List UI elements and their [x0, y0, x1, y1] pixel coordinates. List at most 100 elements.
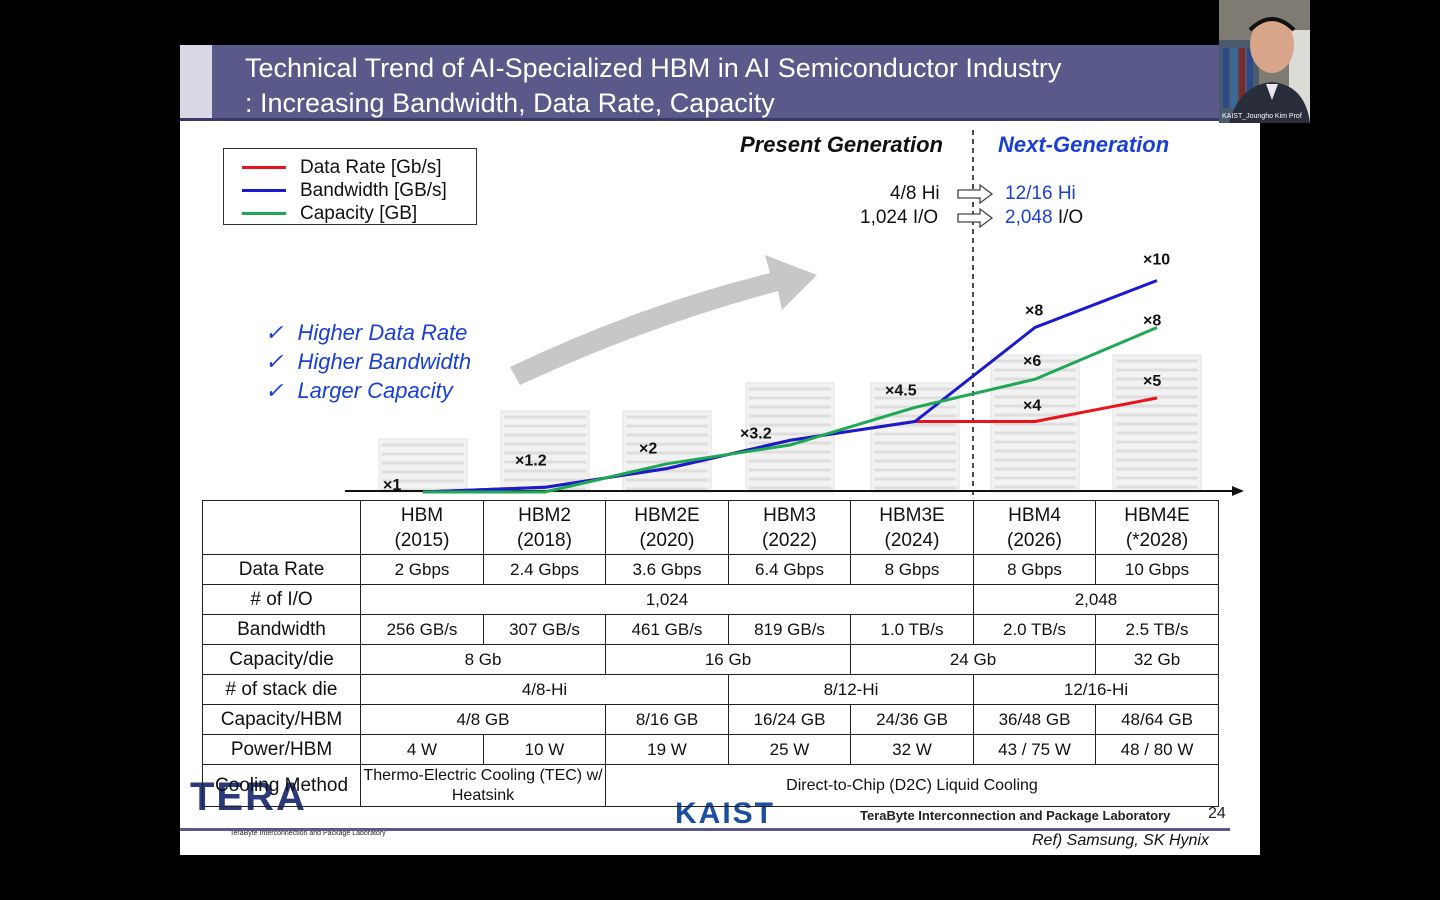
trend-chart: ×1 ×1.2 ×2 ×3.2 ×4.5 ×8 ×6 ×4 ×10 ×8 ×5: [345, 130, 1244, 497]
multiplier-label: ×5: [1143, 373, 1161, 390]
column-header-name: HBM2: [518, 504, 571, 526]
legend-item-data-rate: Data Rate [Gb/s]: [242, 157, 442, 179]
table-row: # of I/O 1,024 2,048: [202, 584, 1219, 615]
column-header-hbm4e: HBM4E (*2028): [1095, 500, 1219, 555]
table-cell: 8/16 GB: [605, 704, 729, 735]
webcam-presenter-image: [1219, 0, 1310, 123]
legend-item-capacity: Capacity [GB]: [242, 203, 417, 225]
row-label: Power/HBM: [202, 734, 361, 765]
table-row: Bandwidth 256 GB/s 307 GB/s 461 GB/s 819 GB/…: [202, 614, 1219, 645]
column-header-name: HBM3E: [879, 504, 945, 526]
column-header-hbm: HBM (2015): [360, 500, 484, 555]
legend-label: Capacity [GB]: [300, 203, 418, 224]
series-line-capacity: [423, 326, 1158, 494]
check-item-label: Larger Capacity: [297, 378, 453, 403]
table-cell: 6.4 Gbps: [728, 554, 851, 585]
check-item-data-rate: ✓ Higher Data Rate: [265, 320, 467, 346]
multiplier-label: ×4.5: [885, 383, 917, 400]
multiplier-label: ×3.2: [740, 425, 772, 442]
table-cell: 16 Gb: [605, 644, 851, 675]
multiplier-label: ×2: [639, 441, 657, 458]
check-item-label: Higher Bandwidth: [297, 349, 472, 374]
table-cell: 461 GB/s: [605, 614, 729, 645]
io-present: 1,024 I/O: [860, 207, 939, 228]
io-next-value: 2,048: [1005, 207, 1053, 228]
row-label: # of stack die: [202, 674, 361, 705]
stack-present: 4/8 Hi: [890, 183, 940, 204]
table-cell: 19 W: [605, 734, 729, 765]
row-label: Cooling Method: [202, 764, 361, 807]
check-item-bandwidth: ✓ Higher Bandwidth: [265, 349, 471, 375]
column-header-year: (*2028): [1125, 529, 1189, 551]
table-cell: 36/48 GB: [973, 704, 1096, 735]
hollow-arrow-icon: [957, 207, 994, 229]
column-header-name: HBM2E: [634, 504, 700, 526]
table-cell: 2.0 TB/s: [973, 614, 1096, 645]
table-cell: 25 W: [728, 734, 851, 765]
column-header-year: (2020): [639, 529, 695, 551]
row-label: Capacity/HBM: [202, 704, 361, 735]
column-header-hbm2: HBM2 (2018): [483, 500, 606, 555]
title-underline: [180, 118, 1220, 121]
series-line-bandwidth: [422, 279, 1158, 494]
presentation-slide: Technical Trend of AI-Specialized HBM in…: [180, 45, 1260, 855]
column-header-year: (2015): [394, 529, 450, 551]
table-cell: 2 Gbps: [360, 554, 484, 585]
legend-label: Data Rate [Gb/s]: [300, 157, 442, 178]
column-header-name: HBM4E: [1124, 504, 1190, 526]
table-cell: 24/36 GB: [850, 704, 974, 735]
table-cell: 2.4 Gbps: [483, 554, 606, 585]
column-header-name: HBM3: [763, 504, 816, 526]
legend-label: Bandwidth [GB/s]: [300, 180, 447, 201]
multiplier-label: ×6: [1023, 353, 1041, 370]
multiplier-label: ×1.2: [515, 452, 547, 469]
table-cell: 4 W: [360, 734, 484, 765]
table-cell: Direct-to-Chip (D2C) Liquid Cooling: [605, 764, 1219, 807]
table-cell: 8 Gbps: [850, 554, 974, 585]
table-cell: 4/8 GB: [360, 704, 606, 735]
table-row: Capacity/die 8 Gb 16 Gb 24 Gb 32 Gb: [202, 644, 1219, 675]
column-header-name: HBM: [400, 504, 444, 526]
table-cell: 8/12-Hi: [728, 674, 974, 705]
column-header-year: (2022): [762, 529, 817, 551]
hbm-stack-illustration: [622, 410, 712, 493]
table-corner-cell: [202, 500, 361, 555]
slide-title: Technical Trend of AI-Specialized HBM in…: [245, 53, 1062, 83]
hollow-arrow-icon: [957, 183, 994, 205]
table-cell: 2,048: [973, 584, 1219, 615]
checkmark-icon: ✓: [265, 378, 284, 403]
table-cell: 48 / 80 W: [1095, 734, 1219, 765]
trend-arrow-icon: [510, 255, 817, 385]
table-cell: Thermo-Electric Cooling (TEC) w/ Heatsin…: [360, 764, 606, 807]
stack-next: 12/16 Hi: [1005, 183, 1076, 204]
webcam-video: KAIST_Joungho Kim Prof: [1219, 0, 1310, 123]
table-cell: 1,024: [360, 584, 974, 615]
table-cell: 32 Gb: [1095, 644, 1219, 675]
table-cell: 24 Gb: [850, 644, 1096, 675]
table-cell: 43 / 75 W: [973, 734, 1096, 765]
table-cell: 819 GB/s: [728, 614, 851, 645]
table-cell: 8 Gbps: [973, 554, 1096, 585]
x-axis-arrowhead-icon: [1232, 486, 1244, 496]
present-generation-label: Present Generation: [740, 132, 943, 157]
row-label: Capacity/die: [202, 644, 361, 675]
legend-swatch-data-rate: [242, 166, 286, 170]
table-cell: 10 W: [483, 734, 606, 765]
check-item-label: Higher Data Rate: [297, 320, 468, 345]
multiplier-label: ×1: [383, 477, 401, 494]
table-cell: 32 W: [850, 734, 974, 765]
table-cell: 2.5 TB/s: [1095, 614, 1219, 645]
table-cell: 256 GB/s: [360, 614, 484, 645]
hbm-stack-illustration: [1112, 354, 1202, 493]
table-cell: 307 GB/s: [483, 614, 606, 645]
table-header-row: HBM (2015) HBM2 (2018) HBM2E (2020) HBM3 (2022)…: [202, 500, 1219, 555]
row-label: Bandwidth: [202, 614, 361, 645]
table-cell: 12/16-Hi: [973, 674, 1219, 705]
table-cell: 10 Gbps: [1095, 554, 1219, 585]
column-header-hbm4: HBM4 (2026): [973, 500, 1096, 555]
hbm-spec-table: HBM (2015) HBM2 (2018) HBM2E (2020) HBM3 (2022)…: [202, 500, 1219, 807]
table-row: Cooling Method Thermo-Electric Cooling (T…: [202, 764, 1219, 807]
next-generation-label: Next-Generation: [998, 132, 1170, 157]
multiplier-label: ×8: [1025, 303, 1043, 320]
column-header-hbm2e: HBM2E (2020): [605, 500, 729, 555]
